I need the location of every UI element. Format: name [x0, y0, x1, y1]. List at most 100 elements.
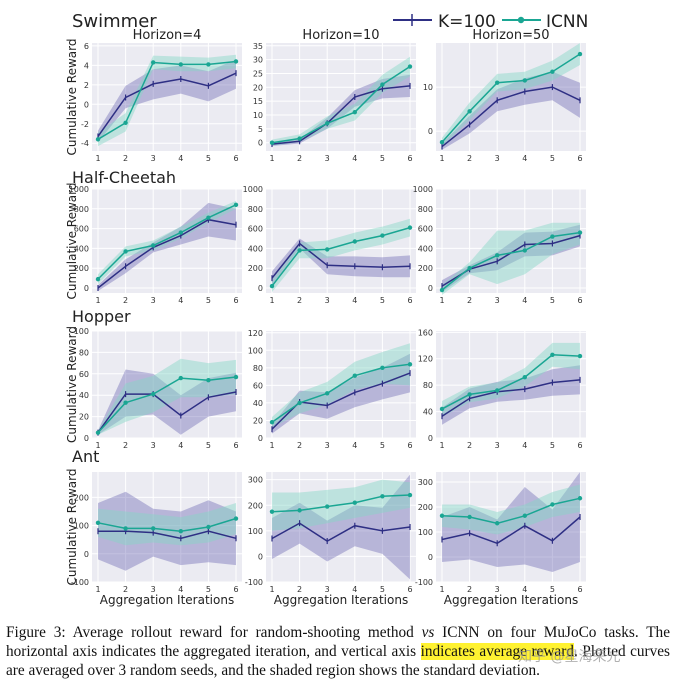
point-icnn — [495, 521, 500, 526]
x-axis-label: Aggregation Iterations — [100, 593, 234, 607]
x-tick-label: 6 — [407, 441, 412, 450]
band-k100 — [98, 202, 236, 291]
y-tick-label: 200 — [248, 264, 263, 273]
x-tick-label: 3 — [151, 585, 156, 594]
x-tick-label: 4 — [352, 154, 357, 163]
y-tick-label: 20 — [253, 83, 263, 92]
caption-part3: . Plotted curves are averaged over 3 ran… — [6, 643, 671, 679]
point-icnn — [439, 406, 445, 412]
x-tick-label: 1 — [439, 441, 444, 450]
x-tick-label: 4 — [352, 296, 357, 305]
y-tick-label: 10 — [253, 111, 263, 120]
plot-area — [266, 472, 416, 582]
y-tick-label: 5 — [258, 125, 263, 134]
x-tick-label: 2 — [123, 296, 128, 305]
point-icnn — [352, 239, 357, 244]
x-tick-label: 6 — [233, 441, 238, 450]
y-tick-label: 200 — [248, 501, 263, 510]
band-k100 — [442, 365, 580, 425]
point-icnn — [297, 508, 302, 513]
point-icnn — [233, 202, 239, 208]
y-tick-label: 800 — [74, 205, 89, 214]
point-icnn — [297, 136, 302, 141]
x-tick-label: 5 — [380, 154, 385, 163]
x-tick-label: 5 — [206, 296, 211, 305]
band-icnn — [98, 503, 236, 546]
task-label-ant: Ant — [72, 447, 99, 466]
x-axis-label: Aggregation Iterations — [274, 593, 408, 607]
y-tick-label: -2 — [81, 120, 89, 129]
series-line-icnn — [97, 376, 237, 434]
point-icnn — [550, 234, 555, 239]
point-icnn — [380, 365, 385, 371]
point-icnn — [206, 524, 211, 530]
y-tick-label: 0 — [258, 434, 263, 443]
x-tick-label: 6 — [577, 585, 582, 594]
point-icnn — [233, 516, 239, 521]
panel-title: Horizon=4 — [133, 28, 202, 43]
point-icnn — [269, 420, 275, 425]
y-tick-label: 80 — [79, 348, 89, 357]
x-tick-label: 4 — [352, 585, 357, 594]
series-line-k100 — [441, 379, 581, 417]
task-label-half-cheetah: Half-Cheetah — [72, 168, 176, 187]
point-icnn — [439, 139, 445, 145]
point-icnn — [522, 375, 527, 380]
plot-area — [92, 331, 242, 438]
x-tick-label: 2 — [467, 296, 472, 305]
series-line-icnn — [271, 65, 411, 144]
point-icnn — [269, 140, 275, 145]
band-icnn — [442, 43, 580, 147]
x-tick-label: 1 — [95, 296, 100, 305]
y-tick-label: 120 — [418, 355, 433, 364]
band-k100 — [442, 472, 580, 572]
point-icnn — [550, 69, 555, 74]
series-line-k100 — [441, 86, 581, 148]
point-icnn — [151, 391, 156, 397]
series-line-k100 — [97, 391, 237, 434]
point-icnn — [380, 82, 385, 87]
x-tick-label: 6 — [233, 585, 238, 594]
x-tick-label: 3 — [325, 585, 330, 594]
point-icnn — [95, 430, 101, 435]
y-tick-label: 0 — [428, 127, 433, 136]
point-icnn — [495, 253, 500, 258]
x-tick-label: 5 — [380, 441, 385, 450]
point-icnn — [407, 225, 413, 230]
point-icnn — [325, 121, 330, 126]
plot-area — [436, 43, 586, 151]
band-icnn — [442, 342, 580, 417]
point-icnn — [577, 230, 583, 235]
point-icnn — [178, 62, 183, 67]
point-icnn — [467, 109, 472, 114]
x-tick-label: 1 — [269, 585, 274, 594]
x-tick-label: 4 — [522, 585, 527, 594]
y-tick-label: -100 — [245, 578, 263, 587]
point-icnn — [206, 378, 211, 383]
caption-vs: vs — [421, 624, 435, 641]
watermark: 知乎 @星海荣光 — [518, 649, 621, 665]
legend-icnn-marker — [517, 16, 525, 24]
panel-swimmer-h50: 1 2 3 4 5 6 0 10 Horizon=50 — [423, 28, 586, 163]
x-tick-label: 2 — [467, 154, 472, 163]
panels-layer: 1 2 3 4 5 6 -4 -2 0 2 4 6 Horizon=4 Cumulative Reward… — [65, 28, 586, 607]
band-k100 — [272, 474, 410, 580]
x-tick-label: 4 — [178, 441, 183, 450]
y-tick-label: -100 — [71, 578, 89, 587]
plot-area — [436, 472, 586, 582]
y-tick-label: 40 — [423, 408, 433, 417]
y-tick-label: 800 — [248, 205, 263, 214]
task-label-swimmer: Swimmer — [72, 11, 157, 32]
y-tick-label: 400 — [248, 244, 263, 253]
x-tick-label: 4 — [522, 154, 527, 163]
x-tick-label: 6 — [233, 296, 238, 305]
point-icnn — [151, 243, 156, 248]
x-tick-label: 1 — [95, 154, 100, 163]
x-tick-label: 2 — [467, 585, 472, 594]
y-tick-label: 35 — [253, 42, 263, 51]
y-tick-label: 1000 — [243, 185, 263, 194]
x-tick-label: 5 — [380, 585, 385, 594]
x-tick-label: 6 — [407, 585, 412, 594]
